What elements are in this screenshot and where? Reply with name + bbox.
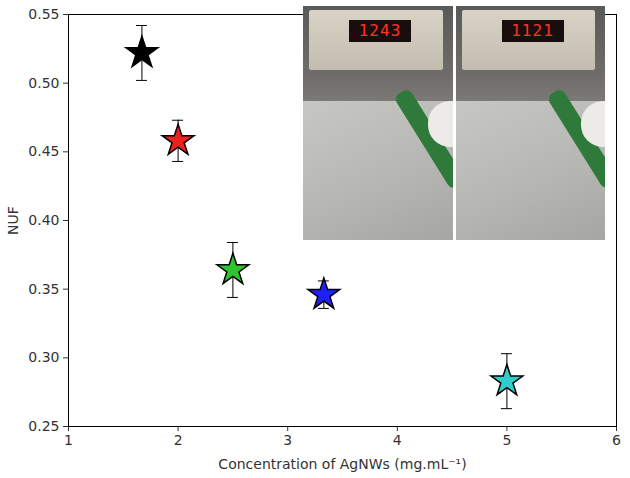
html-text:1243: 1243 xyxy=(358,21,402,40)
svg-text:4: 4 xyxy=(393,432,402,448)
svg-text:5: 5 xyxy=(502,432,511,448)
svg-text:0.35: 0.35 xyxy=(28,281,59,297)
svg-text:6: 6 xyxy=(612,432,621,448)
svg-text:Concentration of AgNWs (mg.mL⁻: Concentration of AgNWs (mg.mL⁻¹) xyxy=(218,456,466,472)
svg-text:3: 3 xyxy=(283,432,292,448)
svg-text:1: 1 xyxy=(64,432,73,448)
svg-text:0.30: 0.30 xyxy=(28,349,59,365)
svg-text:0.50: 0.50 xyxy=(28,75,59,91)
svg-text:0.45: 0.45 xyxy=(28,143,59,159)
svg-text:2: 2 xyxy=(174,432,183,448)
svg-text:0.25: 0.25 xyxy=(28,418,59,434)
svg-text:NUF: NUF xyxy=(5,206,21,235)
svg-text:0.40: 0.40 xyxy=(28,212,59,228)
html-text:1121: 1121 xyxy=(511,21,554,40)
svg-text:0.55: 0.55 xyxy=(28,6,59,22)
